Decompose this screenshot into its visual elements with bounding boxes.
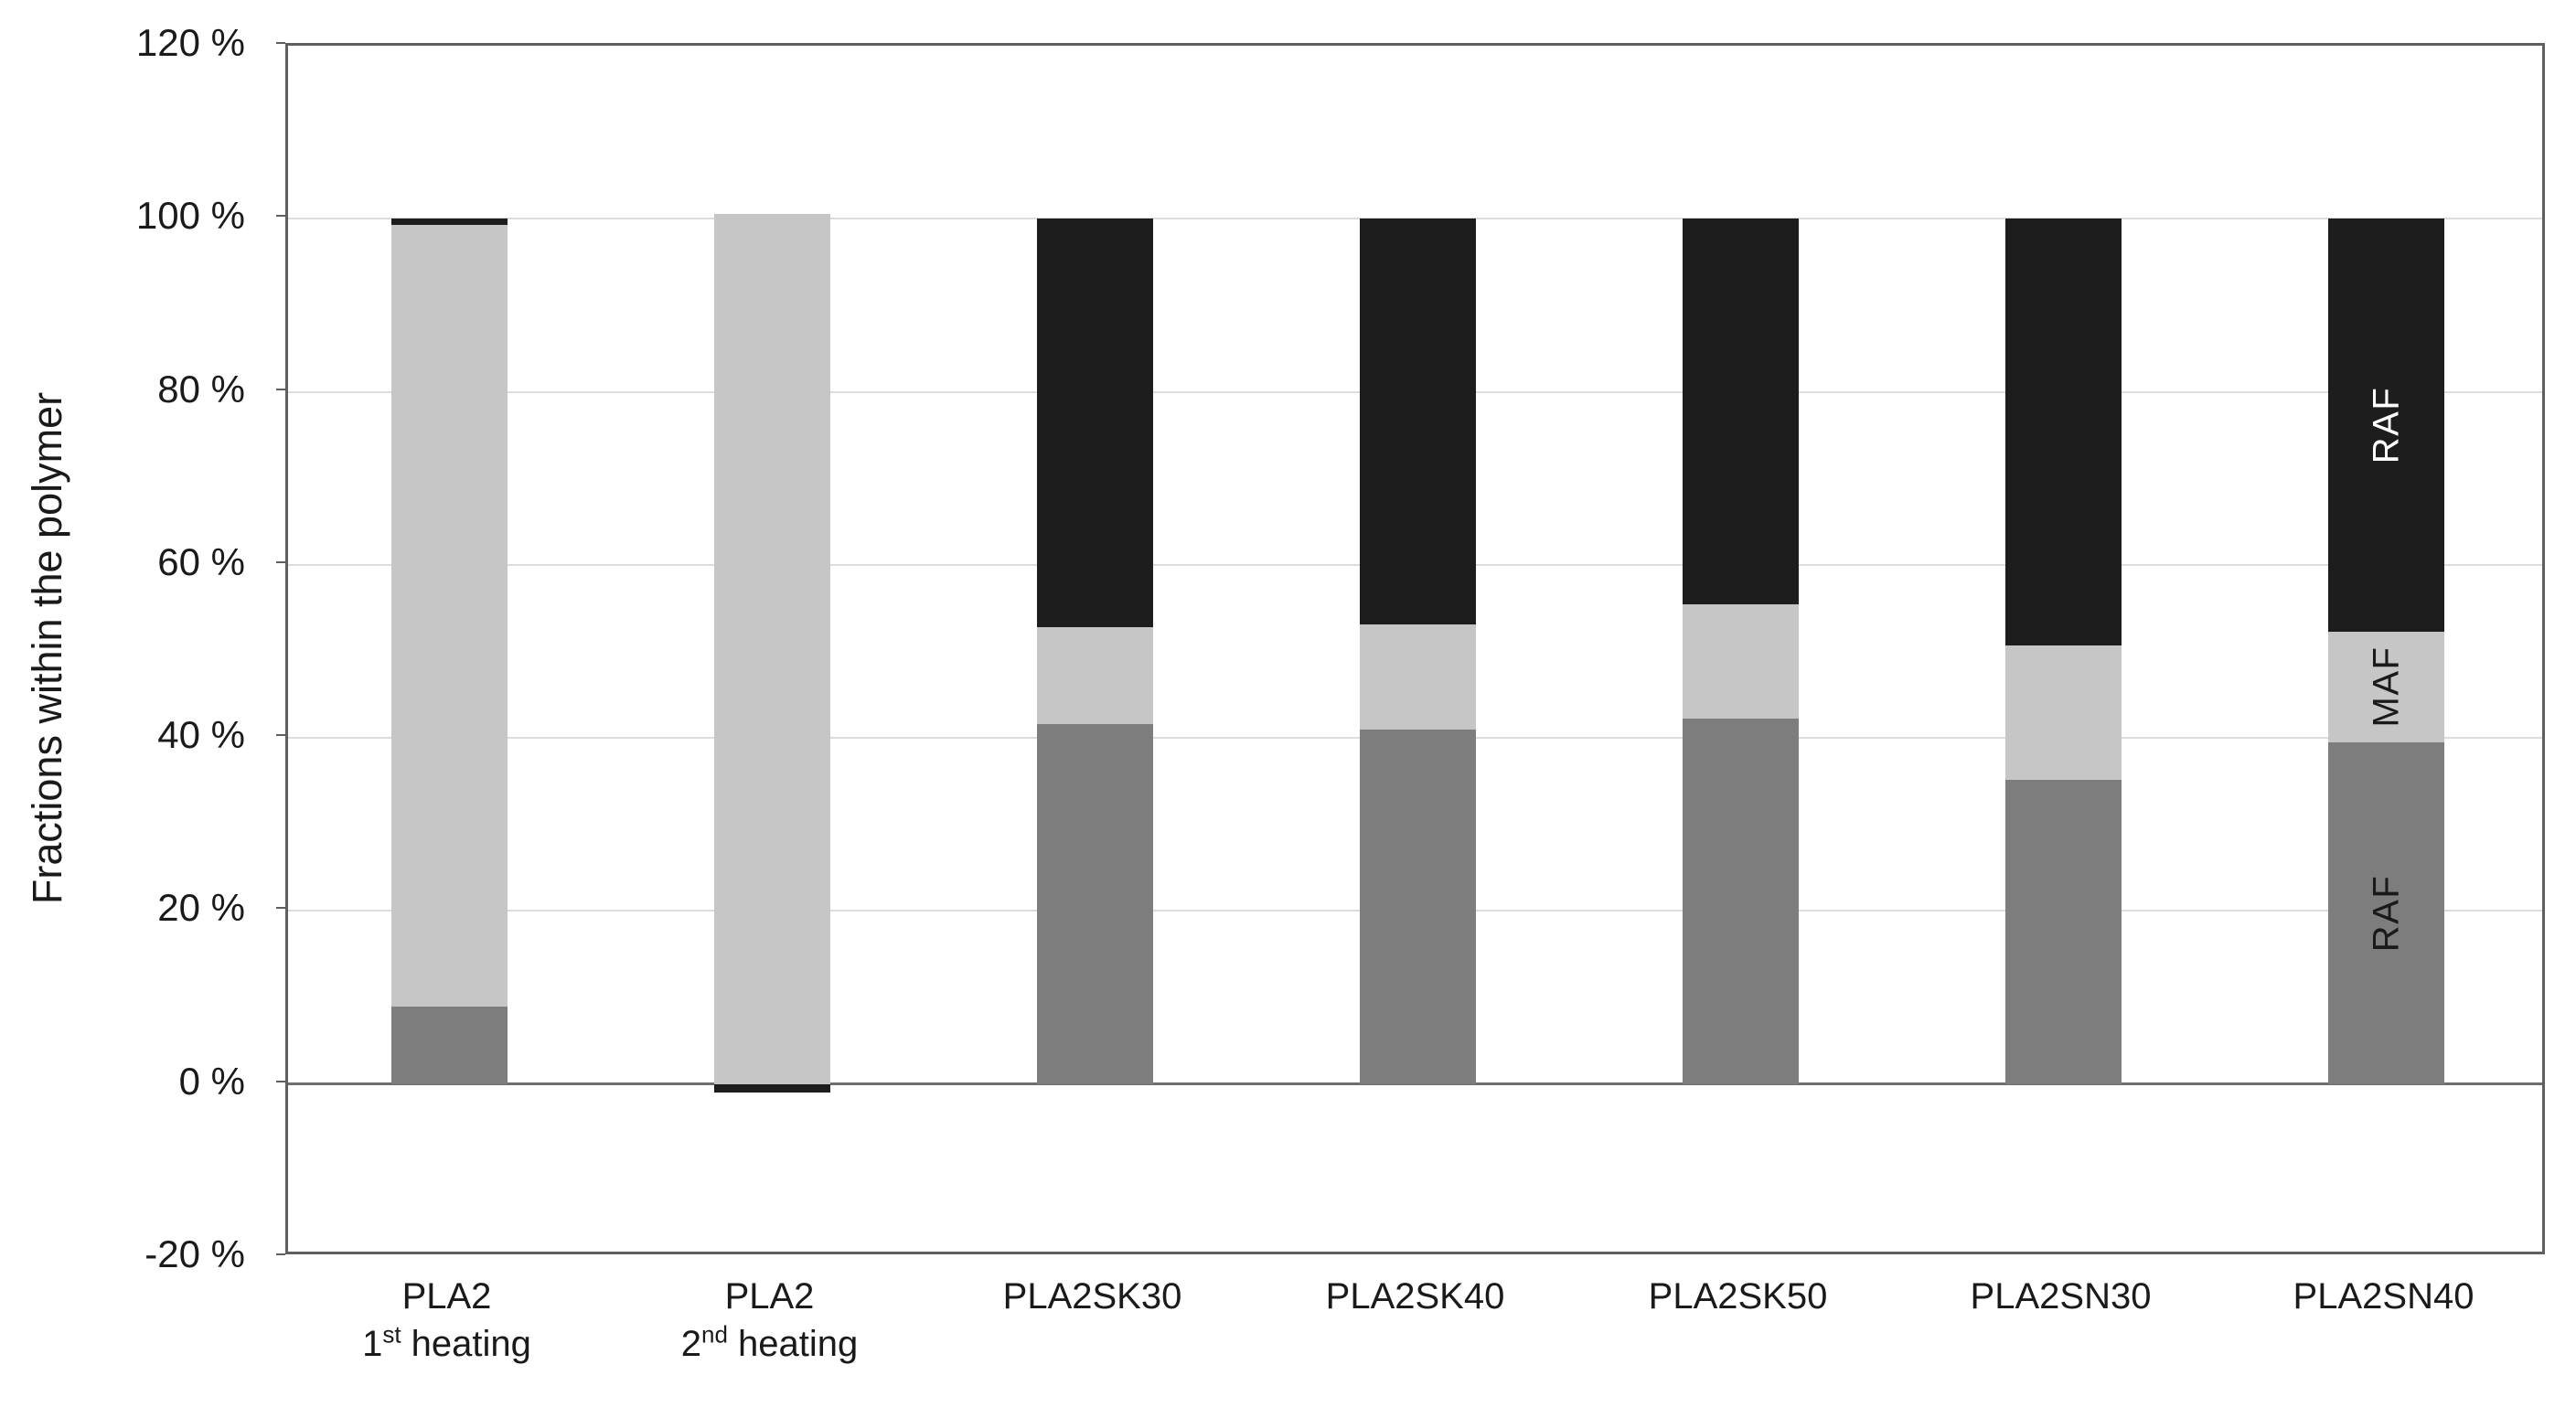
bar-3-top-black-segment <box>1360 219 1476 625</box>
y-tick-mark-0 <box>276 1080 285 1082</box>
category-label-line1: PLA2SN40 <box>2293 1276 2474 1317</box>
bar-5-top-black-segment <box>2005 219 2122 645</box>
y-tick-label-100: 100 % <box>135 194 245 238</box>
category-label-6: PLA2SN40 <box>2222 1273 2545 1320</box>
segment-label-maf-1: MAF <box>2366 645 2406 728</box>
y-tick-label-40: 40 % <box>157 713 245 757</box>
y-tick-label--20: -20 % <box>144 1232 245 1275</box>
y-tick-label-80: 80 % <box>157 367 245 410</box>
category-label-line1: PLA2SK30 <box>1002 1276 1182 1317</box>
bar-4-middle-light-gray-segment <box>1683 604 1799 720</box>
bar-2-bottom-dark-gray-segment <box>1037 724 1153 1084</box>
bar-0-middle-light-gray-segment <box>391 224 508 1007</box>
category-label-1: PLA2 2nd heating <box>608 1273 931 1368</box>
category-label-5: PLA2SN30 <box>1899 1273 2222 1320</box>
bar-5-bottom-dark-gray-segment <box>2005 779 2122 1084</box>
category-label-0: PLA2 1st heating <box>285 1273 608 1368</box>
bar-4-bottom-dark-gray-segment <box>1683 719 1799 1084</box>
ordinal-superscript: st <box>382 1320 401 1349</box>
bar-3-bottom-dark-gray-segment <box>1360 729 1476 1084</box>
category-label-4: PLA2SK50 <box>1577 1273 1899 1320</box>
bar-6-top-black-segment <box>2328 219 2444 632</box>
bar-2-middle-light-gray-segment <box>1037 627 1153 724</box>
bar-2-top-black-segment <box>1037 219 1153 627</box>
category-label-line1: PLA2SK50 <box>1648 1276 1828 1317</box>
category-label-line1: PLA2SN30 <box>1970 1276 2152 1317</box>
y-tick-mark--20 <box>276 1253 285 1255</box>
category-label-text: 1 <box>362 1324 383 1364</box>
y-tick-label-20: 20 % <box>157 886 245 930</box>
category-label-line2: 1st heating <box>285 1320 608 1368</box>
segment-label-raf-2: RAF <box>2366 386 2406 464</box>
y-tick-label-0: 0 % <box>178 1059 245 1103</box>
y-tick-label-60: 60 % <box>157 539 245 583</box>
category-label-line1: PLA2SK40 <box>1325 1276 1505 1317</box>
y-tick-label-120: 120 % <box>135 21 245 64</box>
category-label-3: PLA2SK40 <box>1254 1273 1577 1320</box>
y-tick-mark-20 <box>276 907 285 910</box>
y-axis-title: Fractions within the polymer <box>24 391 70 905</box>
ordinal-superscript: nd <box>700 1320 728 1349</box>
category-label-text: 2 <box>680 1324 701 1364</box>
plot-area: RAF MAF RAF <box>285 43 2545 1254</box>
bar-4-top-black-segment <box>1683 219 1799 605</box>
bar-1-middle-light-gray-segment <box>714 213 830 1084</box>
category-label-text: heating <box>727 1324 859 1364</box>
bar-1-top-black-segment <box>714 1083 830 1093</box>
y-tick-mark-120 <box>276 42 285 44</box>
y-tick-mark-60 <box>276 560 285 563</box>
y-tick-mark-80 <box>276 388 285 390</box>
y-tick-mark-100 <box>276 215 285 218</box>
bar-5-middle-light-gray-segment <box>2005 645 2122 780</box>
category-label-text: heating <box>401 1324 531 1364</box>
bar-0-top-black-segment <box>391 219 508 225</box>
category-label-2: PLA2SK30 <box>931 1273 1254 1320</box>
bar-0-bottom-dark-gray-segment <box>391 1006 508 1084</box>
zero-axis-line <box>288 1082 2542 1086</box>
y-tick-mark-40 <box>276 734 285 737</box>
category-label-line1: PLA2 <box>401 1276 492 1317</box>
bar-3-middle-light-gray-segment <box>1360 624 1476 730</box>
bar-6-middle-light-gray-segment <box>2328 631 2444 742</box>
category-label-line1: PLA2 <box>724 1276 815 1317</box>
segment-label-raf-0: RAF <box>2366 874 2406 953</box>
category-label-line2: 2nd heating <box>608 1320 931 1368</box>
bar-6-bottom-dark-gray-segment <box>2328 741 2444 1084</box>
